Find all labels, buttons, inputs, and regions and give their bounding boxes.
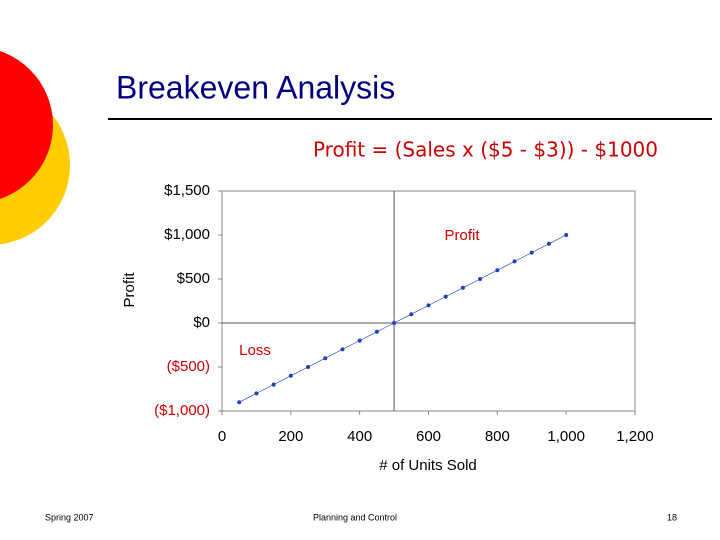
data-point [495, 268, 500, 273]
data-point [288, 373, 293, 378]
data-point [254, 391, 259, 396]
data-point [443, 294, 448, 299]
y-tick-label: $0 [193, 314, 210, 331]
annotation: Profit [444, 227, 480, 244]
data-point [392, 321, 397, 325]
x-tick-label: 0 [218, 428, 226, 445]
y-tick-label: $1,000 [164, 226, 210, 243]
data-point [529, 250, 534, 255]
formula: Profit = (Sales x ($5 - $3)) - $1000 [313, 138, 658, 162]
data-point [564, 233, 569, 237]
x-tick-label: 1,000 [547, 428, 585, 445]
x-tick-label: 600 [416, 428, 441, 445]
x-tick-label: 800 [485, 428, 510, 445]
decor-red [0, 51, 53, 199]
y-axis-label: Profit [121, 272, 138, 308]
data-point [512, 259, 517, 264]
plot-frame [221, 190, 636, 412]
y-tick-label: $500 [177, 270, 210, 287]
x-axis-label: # of Units Sold [379, 457, 477, 474]
footer-left: Spring 2007 [45, 512, 94, 522]
x-tick-label: 1,200 [616, 428, 654, 445]
footer-center: Planning and Control [313, 512, 397, 522]
x-tick-label: 200 [278, 428, 303, 445]
x-tick-label: 400 [347, 428, 372, 445]
data-point [271, 382, 276, 387]
data-point [478, 277, 483, 281]
data-point [237, 400, 242, 405]
y-tick-label: $1,500 [164, 182, 210, 199]
y-tick-label: ($1,000) [154, 402, 210, 419]
data-point [460, 285, 465, 290]
page-number: 18 [667, 512, 677, 522]
data-point [374, 329, 379, 334]
series-line [239, 234, 567, 403]
data-point [546, 241, 551, 246]
data-point [409, 312, 414, 317]
slide-title: Breakeven Analysis [116, 69, 395, 105]
y-tick-label: ($500) [167, 358, 210, 375]
data-point [340, 347, 345, 352]
annotation: Loss [239, 342, 271, 359]
data-point [357, 338, 362, 343]
data-point [306, 365, 311, 369]
data-point [426, 303, 431, 308]
data-point [323, 356, 328, 361]
